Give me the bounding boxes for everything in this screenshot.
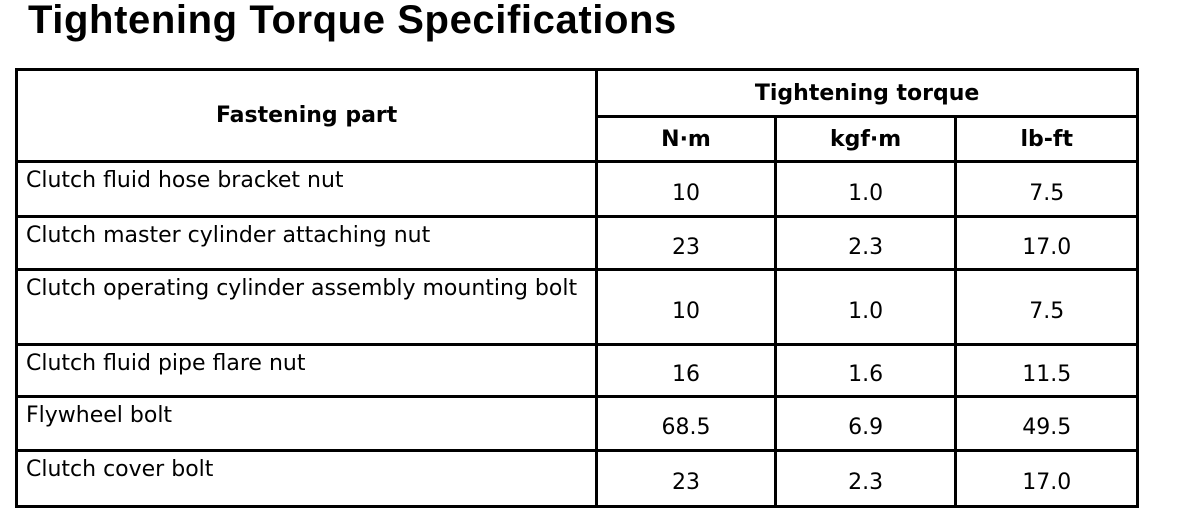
table-row: Clutch cover bolt 23 2.3 17.0 [14,449,1139,508]
table-row: Flywheel bolt 68.5 6.9 49.5 [14,395,1139,452]
cell-lbft: 17.0 [954,215,1139,271]
header-unit-lbft: lb-ft [954,115,1139,163]
cell-kgfm: 1.0 [773,160,958,218]
table-row: Clutch operating cylinder assembly mount… [14,268,1139,346]
header-unit-kgfm: kgf·m [773,115,958,163]
cell-lbft: 7.5 [954,160,1139,218]
cell-part: Clutch master cylinder attaching nut [14,215,599,271]
cell-kgfm: 1.0 [773,268,958,346]
table-row: Clutch master cylinder attaching nut 23 2.… [14,215,1139,271]
cell-part: Clutch fluid hose bracket nut [14,160,599,218]
cell-lbft: 17.0 [954,449,1139,508]
cell-kgfm: 6.9 [773,395,958,452]
cell-lbft: 11.5 [954,343,1139,398]
page-title: Tightening Torque Specifications [28,0,677,42]
torque-table: Fastening part Tightening torque N·m kgf… [14,68,1139,508]
cell-part: Clutch cover bolt [14,449,599,508]
table-row: Clutch fluid pipe flare nut 16 1.6 11.5 [14,343,1139,398]
cell-nm: 10 [595,160,777,218]
cell-nm: 10 [595,268,777,346]
cell-kgfm: 2.3 [773,215,958,271]
header-fastening-part: Fastening part [14,68,599,163]
cell-kgfm: 1.6 [773,343,958,398]
cell-part: Clutch fluid pipe flare nut [14,343,599,398]
header-unit-nm: N·m [595,115,777,163]
cell-nm: 16 [595,343,777,398]
cell-part: Flywheel bolt [14,395,599,452]
cell-nm: 68.5 [595,395,777,452]
cell-nm: 23 [595,215,777,271]
cell-part: Clutch operating cylinder assembly mount… [14,268,599,346]
cell-kgfm: 2.3 [773,449,958,508]
cell-nm: 23 [595,449,777,508]
cell-lbft: 7.5 [954,268,1139,346]
cell-lbft: 49.5 [954,395,1139,452]
header-tightening-torque: Tightening torque [595,68,1139,118]
table-row: Clutch fluid hose bracket nut 10 1.0 7.5 [14,160,1139,218]
